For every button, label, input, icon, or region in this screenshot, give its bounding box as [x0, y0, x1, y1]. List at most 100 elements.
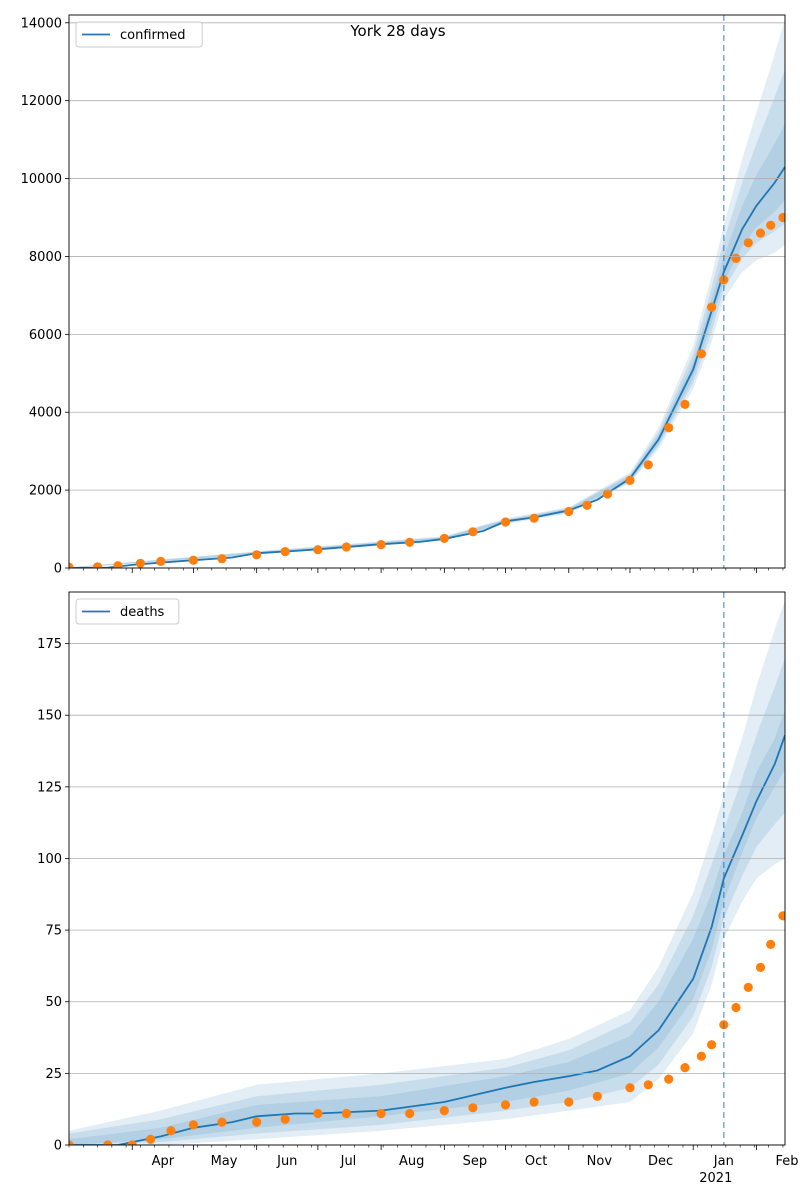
legend-label: confirmed: [120, 28, 186, 43]
data-point: [156, 556, 166, 567]
data-point: [217, 554, 227, 564]
data-point: [778, 911, 785, 921]
data-point: [564, 506, 574, 517]
y-tick-label: 50: [45, 995, 62, 1010]
legend-label: deaths: [120, 605, 165, 620]
y-tick-label: 25: [45, 1067, 62, 1082]
data-point: [313, 1108, 323, 1119]
data-point: [439, 533, 449, 544]
data-point: [625, 1083, 635, 1093]
data-point: [500, 1100, 511, 1110]
data-point: [529, 1097, 539, 1107]
data-point: [93, 562, 103, 568]
x-tick-label: Jun: [276, 1154, 297, 1169]
year-label: 2021: [699, 1171, 732, 1186]
y-tick-label: 4000: [29, 406, 62, 421]
x-tick-label: Sep: [463, 1154, 488, 1169]
data-point: [113, 561, 123, 568]
legend-box: [75, 598, 180, 625]
data-point: [127, 1140, 137, 1145]
x-tick-label: Oct: [525, 1154, 547, 1169]
data-point: [582, 500, 592, 510]
data-point: [731, 1002, 741, 1013]
data-point: [696, 349, 707, 359]
data-point: [405, 537, 415, 547]
y-tick-label: 6000: [29, 328, 62, 343]
y-tick-label: 10000: [21, 172, 62, 187]
y-tick-label: 100: [37, 852, 62, 867]
data-point: [766, 939, 776, 950]
data-point: [643, 1080, 653, 1090]
data-point: [341, 542, 351, 552]
data-point: [743, 982, 753, 993]
data-point: [69, 1140, 74, 1145]
data-point: [680, 1063, 690, 1073]
data-point: [696, 1051, 707, 1061]
data-point: [313, 545, 323, 555]
data-point: [439, 1106, 449, 1116]
plot-area: [69, 18, 785, 568]
panel-deaths: 0 25 50 75 100 125 150 175 Apr May Jun Jul Aug Sep Oct…: [37, 591, 799, 1186]
data-point: [664, 423, 674, 433]
uncertainty-band-3: [69, 124, 785, 568]
y-tick-label: 175: [37, 637, 62, 652]
data-point: [680, 399, 690, 409]
data-point: [188, 1120, 198, 1130]
data-point: [280, 1114, 290, 1124]
plot-area: [69, 600, 785, 1145]
data-point: [664, 1074, 674, 1084]
data-point: [778, 212, 785, 223]
data-point: [135, 558, 145, 568]
data-point: [341, 1108, 351, 1119]
data-point: [103, 1140, 113, 1145]
data-point: [376, 540, 386, 550]
data-point: [217, 1117, 227, 1127]
y-tick-label: 8000: [29, 250, 62, 265]
data-point: [731, 253, 741, 263]
data-point: [625, 475, 635, 485]
data-point: [529, 513, 539, 523]
data-point: [755, 228, 766, 238]
y-tick-label: 0: [54, 1139, 62, 1154]
data-point: [500, 517, 511, 527]
data-point: [252, 550, 262, 560]
chart-title: York 28 days: [349, 22, 445, 40]
legend-box: [75, 21, 203, 48]
data-point: [280, 547, 290, 557]
series-line-confirmed: [69, 166, 785, 568]
data-point: [743, 238, 753, 248]
data-point: [564, 1097, 574, 1107]
data-point: [166, 1126, 176, 1136]
y-tick-label: 0: [54, 562, 62, 577]
x-tick-label: Apr: [152, 1154, 175, 1169]
data-point: [602, 489, 613, 499]
x-tick-label: Jan: [713, 1154, 734, 1169]
data-point: [405, 1108, 415, 1119]
x-tick-label: Feb: [776, 1154, 799, 1169]
data-point: [69, 562, 74, 568]
data-point: [766, 220, 776, 230]
legend: deaths: [75, 598, 180, 625]
uncertainty-band-2: [69, 69, 785, 568]
panel-confirmed: 0 2000 4000 6000 8000 10000 12000 14000 York 28 …: [21, 14, 786, 577]
y-tick-label: 75: [45, 924, 62, 939]
y-tick-label: 125: [37, 780, 62, 795]
y-tick-label: 2000: [29, 484, 62, 499]
data-point: [592, 1091, 602, 1101]
data-point: [188, 555, 198, 565]
data-point: [643, 460, 653, 470]
data-point: [707, 302, 717, 312]
x-tick-label: Nov: [587, 1154, 613, 1169]
uncertainty-band-1: [69, 18, 785, 568]
data-point: [707, 1040, 717, 1050]
axes-frame: [68, 14, 786, 569]
x-tick-label: May: [211, 1154, 238, 1169]
data-point: [755, 962, 766, 973]
data-point: [376, 1108, 386, 1119]
y-tick-label: 12000: [21, 94, 62, 109]
x-tick-label: Aug: [399, 1154, 424, 1169]
y-tick-label: 150: [37, 709, 62, 724]
legend: confirmed: [75, 21, 203, 48]
x-tick-label: Dec: [648, 1154, 673, 1169]
y-tick-label: 14000: [21, 16, 62, 31]
